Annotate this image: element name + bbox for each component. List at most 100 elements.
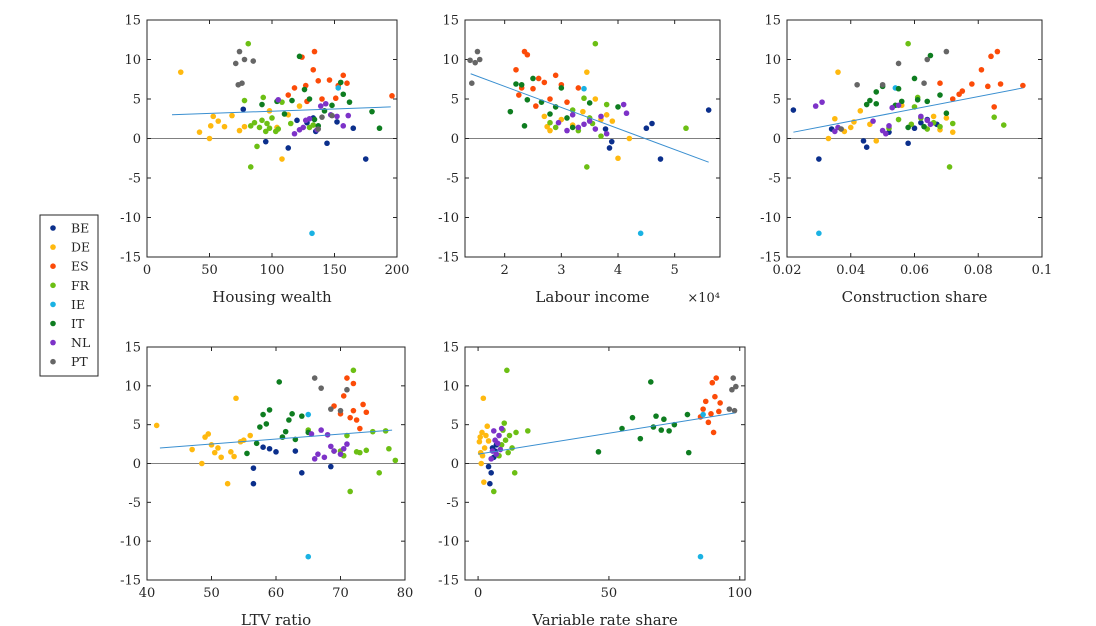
x-tick-label: 50 bbox=[201, 263, 218, 278]
data-point bbox=[236, 127, 243, 134]
x-axis-label: LTV ratio bbox=[241, 611, 311, 626]
y-tick-label: 10 bbox=[442, 53, 459, 68]
series-be bbox=[790, 107, 940, 162]
legend-label-nl: NL bbox=[71, 335, 90, 350]
data-point bbox=[685, 449, 692, 456]
data-point bbox=[259, 117, 265, 124]
y-tick-label: -15 bbox=[120, 251, 141, 266]
data-point bbox=[921, 123, 927, 130]
data-point bbox=[308, 431, 315, 437]
data-point bbox=[608, 138, 615, 145]
data-point bbox=[260, 444, 266, 450]
data-point bbox=[228, 449, 234, 455]
data-point bbox=[524, 51, 531, 58]
data-point bbox=[301, 86, 308, 93]
data-point bbox=[299, 470, 305, 476]
data-point bbox=[937, 80, 943, 86]
legend-label-fr: FR bbox=[71, 278, 90, 293]
data-point bbox=[918, 119, 924, 126]
data-point bbox=[291, 85, 298, 91]
data-point bbox=[943, 115, 950, 121]
data-point bbox=[490, 428, 497, 434]
x-tick-label: 5 bbox=[671, 263, 679, 278]
data-point bbox=[513, 81, 519, 87]
data-point bbox=[478, 460, 485, 467]
data-point bbox=[476, 56, 483, 63]
data-point bbox=[533, 103, 539, 109]
data-point bbox=[816, 156, 822, 162]
data-point bbox=[650, 424, 657, 430]
data-point bbox=[985, 83, 991, 90]
data-point bbox=[584, 164, 590, 170]
data-point bbox=[927, 121, 934, 128]
series-de bbox=[825, 69, 956, 144]
legend-label-pt: PT bbox=[71, 354, 88, 369]
data-point bbox=[812, 103, 819, 109]
data-point bbox=[911, 125, 918, 132]
data-point bbox=[658, 427, 665, 433]
data-point bbox=[481, 479, 487, 485]
data-point bbox=[324, 140, 330, 147]
data-point bbox=[153, 422, 160, 429]
x-tick-label: 0.04 bbox=[836, 263, 865, 278]
data-point bbox=[530, 75, 536, 82]
data-point bbox=[285, 145, 292, 151]
data-point bbox=[854, 81, 860, 88]
y-tick-label: -15 bbox=[438, 251, 459, 266]
data-point bbox=[615, 104, 621, 110]
x-axis-label: Variable rate share bbox=[531, 611, 678, 626]
data-point bbox=[266, 445, 273, 452]
data-point bbox=[311, 456, 318, 462]
data-point bbox=[918, 113, 924, 120]
data-point bbox=[318, 385, 324, 391]
data-point bbox=[250, 480, 257, 487]
series-fr bbox=[305, 367, 399, 495]
data-point bbox=[733, 383, 739, 390]
legend-marker-pt bbox=[50, 358, 56, 365]
data-point bbox=[657, 156, 664, 162]
data-point bbox=[257, 424, 263, 430]
y-tick-label: -5 bbox=[768, 172, 781, 187]
data-point bbox=[311, 48, 318, 55]
data-point bbox=[895, 102, 902, 109]
data-point bbox=[609, 118, 616, 124]
data-point bbox=[518, 81, 525, 88]
data-point bbox=[825, 135, 832, 142]
data-point bbox=[210, 113, 217, 120]
data-point bbox=[207, 123, 214, 129]
y-tick-label: 5 bbox=[133, 93, 141, 108]
series-pt bbox=[838, 48, 950, 132]
data-point bbox=[350, 367, 357, 374]
data-point bbox=[879, 81, 886, 88]
data-point bbox=[873, 89, 880, 95]
data-point bbox=[835, 69, 841, 75]
series-nl bbox=[275, 96, 352, 137]
x-tick-label: 50 bbox=[601, 586, 618, 601]
data-point bbox=[329, 112, 335, 119]
data-point bbox=[555, 119, 562, 126]
fit-line bbox=[159, 429, 393, 449]
data-point bbox=[376, 125, 383, 132]
data-point bbox=[683, 125, 689, 132]
series-nl bbox=[308, 427, 350, 462]
data-point bbox=[697, 553, 704, 560]
series-be bbox=[250, 444, 334, 487]
data-point bbox=[337, 407, 344, 414]
data-point bbox=[857, 108, 864, 114]
data-point bbox=[306, 96, 313, 102]
data-point bbox=[334, 113, 340, 120]
data-point bbox=[860, 138, 867, 144]
data-point bbox=[504, 367, 510, 374]
data-point bbox=[346, 99, 353, 105]
x-tick-label: 0.02 bbox=[773, 263, 802, 278]
data-point bbox=[315, 78, 322, 84]
data-point bbox=[558, 85, 565, 91]
data-point bbox=[357, 449, 363, 456]
data-point bbox=[547, 127, 553, 134]
fit-line bbox=[171, 106, 391, 116]
data-point bbox=[281, 111, 288, 117]
data-point bbox=[231, 453, 237, 460]
data-point bbox=[317, 103, 324, 109]
series-fr bbox=[490, 367, 531, 495]
data-point bbox=[476, 438, 483, 445]
